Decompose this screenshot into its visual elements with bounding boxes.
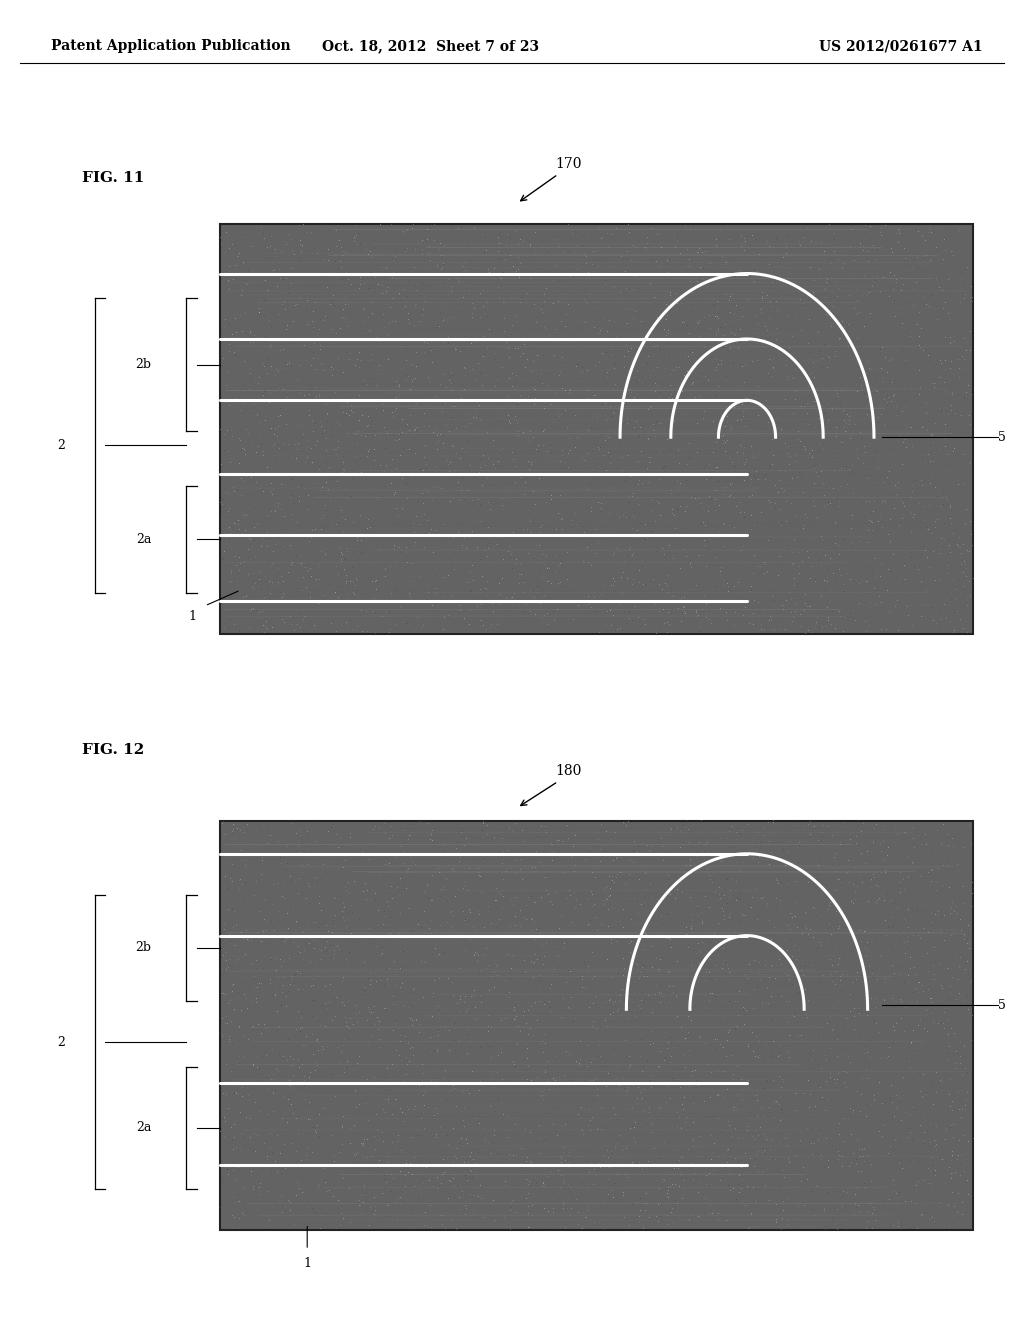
Text: 180: 180 bbox=[555, 764, 582, 777]
Text: 2: 2 bbox=[57, 1035, 66, 1048]
Text: 170: 170 bbox=[555, 157, 582, 170]
Text: Oct. 18, 2012  Sheet 7 of 23: Oct. 18, 2012 Sheet 7 of 23 bbox=[322, 40, 539, 53]
Text: FIG. 12: FIG. 12 bbox=[82, 743, 144, 756]
Text: US 2012/0261677 A1: US 2012/0261677 A1 bbox=[819, 40, 983, 53]
Text: 1: 1 bbox=[188, 610, 197, 623]
Text: 2a: 2a bbox=[136, 533, 152, 546]
Text: 5: 5 bbox=[998, 999, 1007, 1011]
Text: Patent Application Publication: Patent Application Publication bbox=[51, 40, 291, 53]
Text: FIG. 11: FIG. 11 bbox=[82, 172, 144, 185]
Text: 2: 2 bbox=[57, 438, 66, 451]
Text: 2b: 2b bbox=[135, 941, 152, 954]
Text: 2a: 2a bbox=[136, 1122, 152, 1134]
Bar bbox=[220, 821, 973, 1230]
Text: 1: 1 bbox=[303, 1257, 311, 1270]
Text: 2b: 2b bbox=[135, 358, 152, 371]
Bar bbox=[220, 224, 973, 634]
Text: 5: 5 bbox=[998, 430, 1007, 444]
